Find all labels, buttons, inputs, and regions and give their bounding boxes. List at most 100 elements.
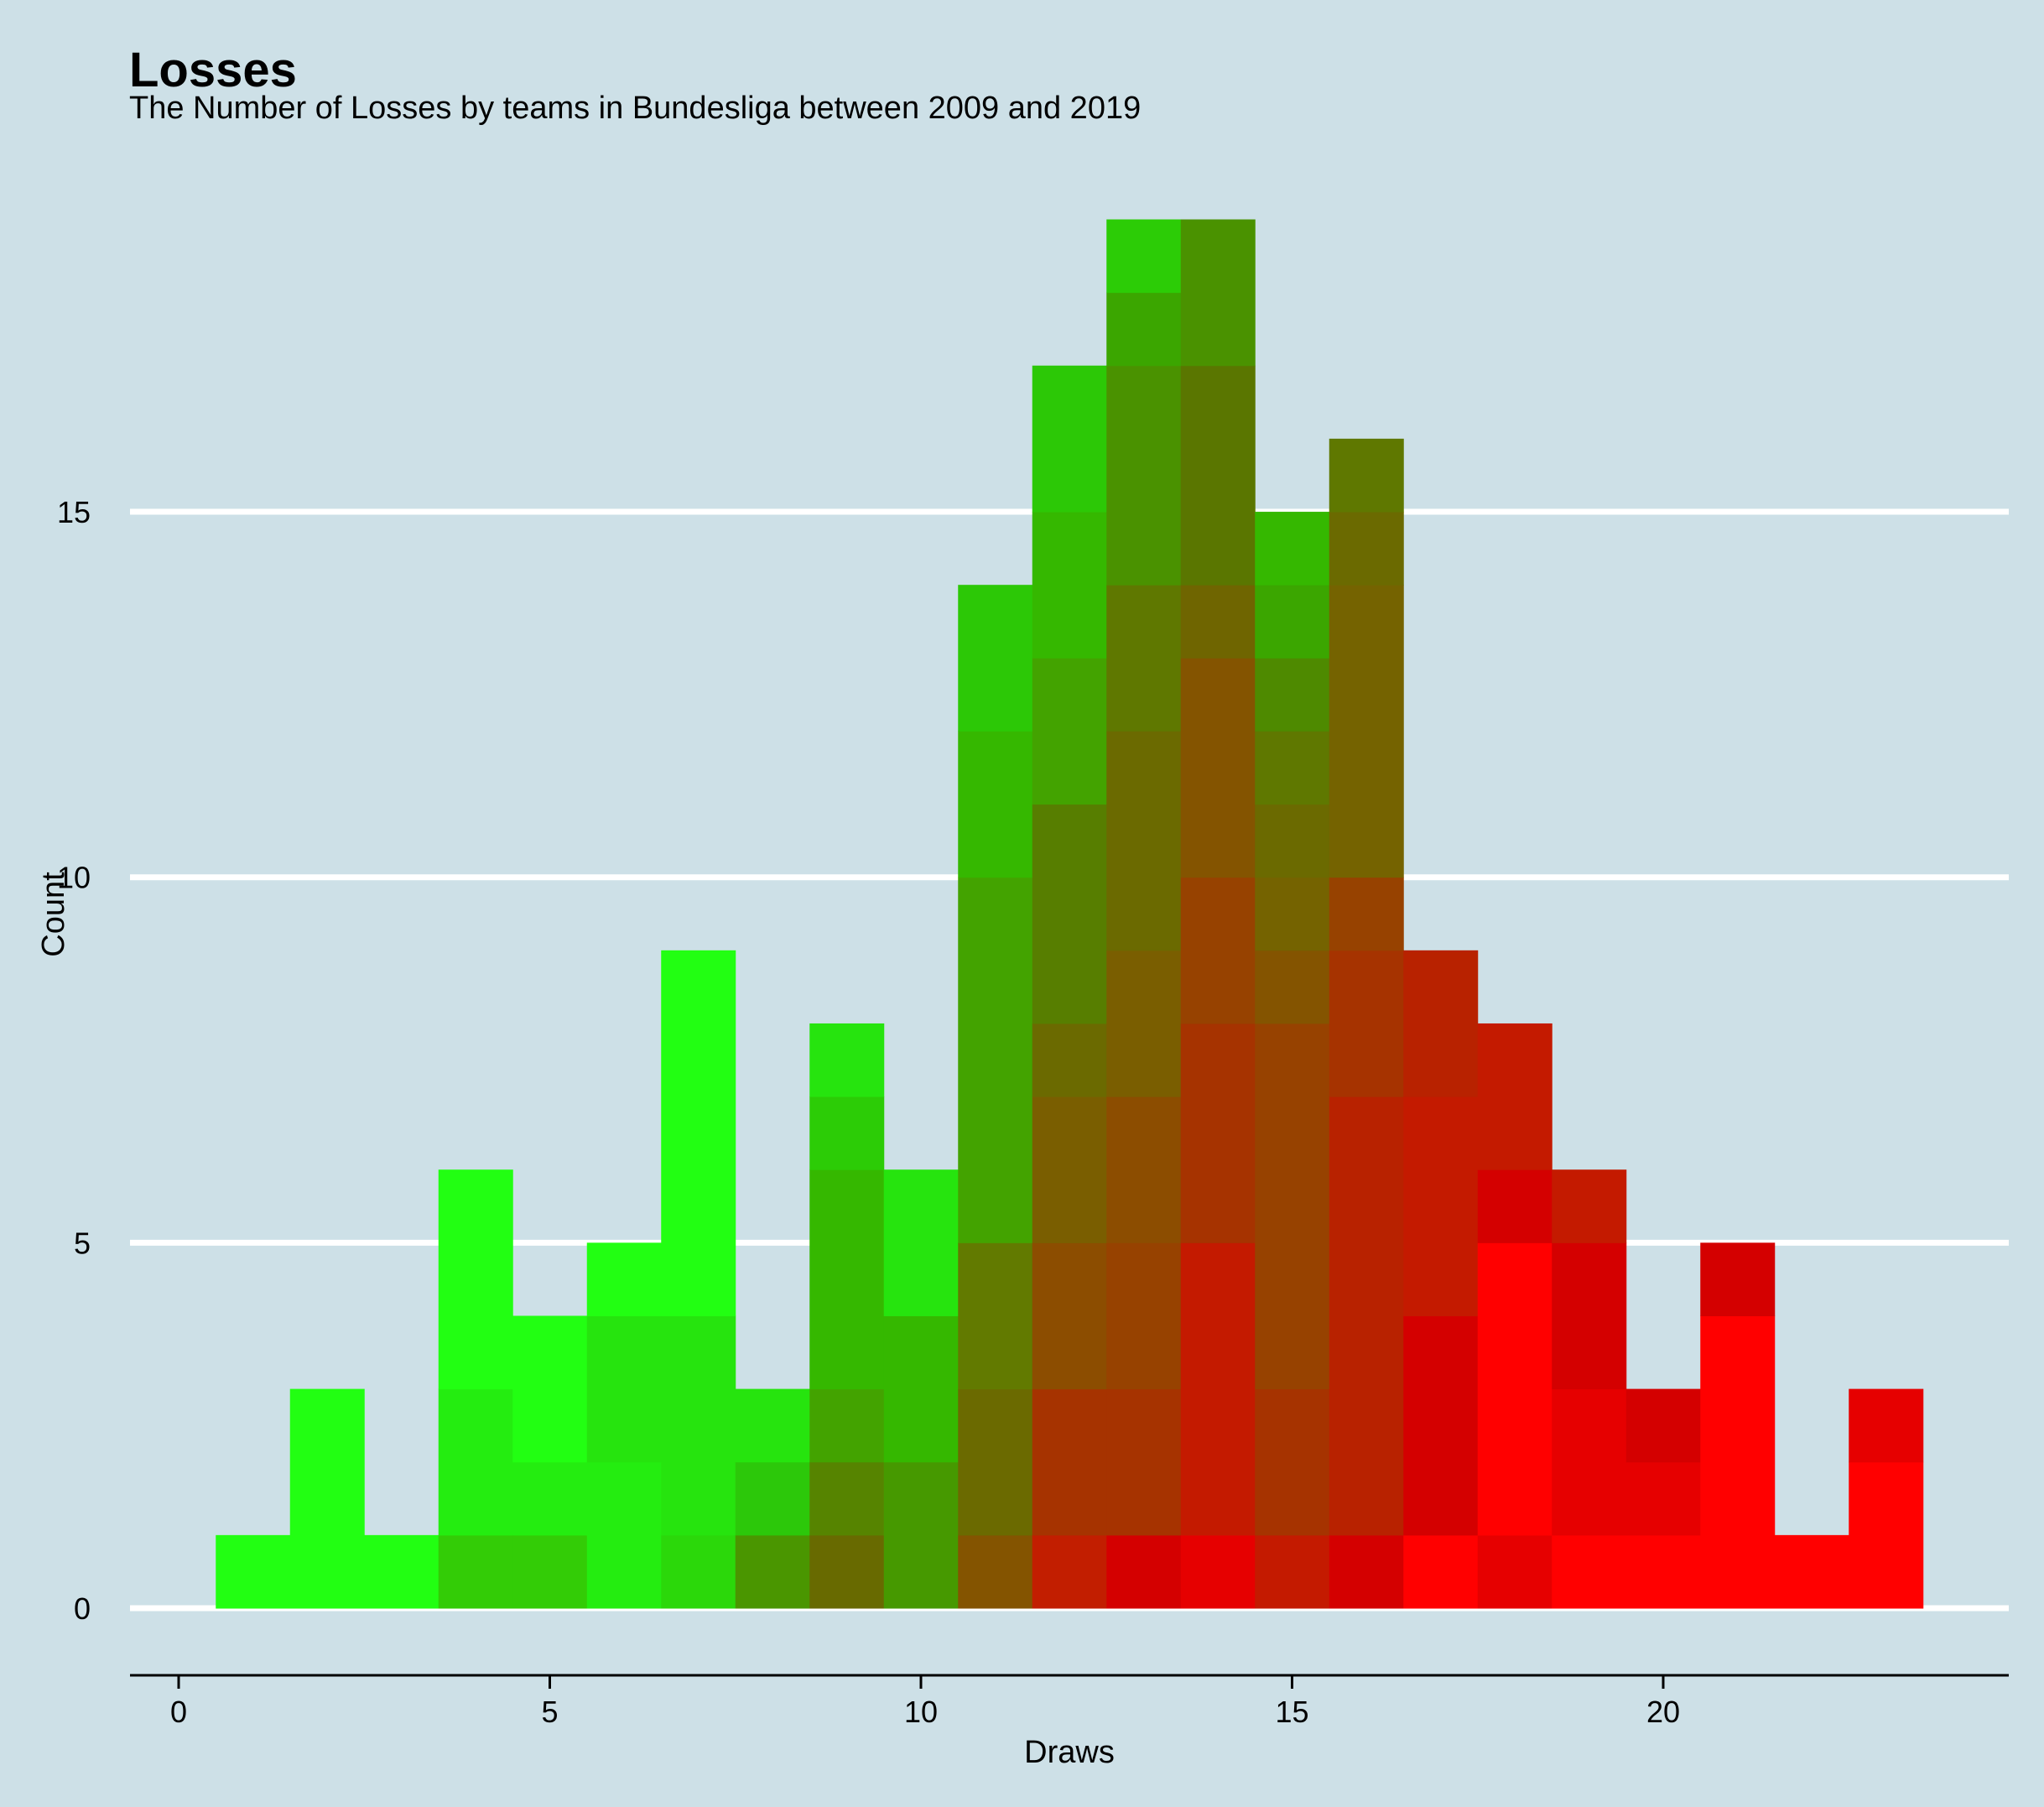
bar-segment-15-9 [1255,512,1330,586]
bar-segment-5-0 [512,1534,588,1609]
bar-segment-5-1 [512,1461,588,1536]
bar-segment-12-3 [1032,1096,1107,1243]
y-axis: 0 5 10 15 [57,495,91,1626]
bar-segment-18-2 [1477,1169,1553,1243]
bar-segment-14-3 [1180,877,1256,1024]
bar-segment-12-1 [1032,1388,1107,1536]
bar-segment-16-0 [1329,1534,1404,1609]
bar-segment-18-3 [1477,1023,1553,1170]
bar-segment-19-3 [1552,1169,1627,1243]
bar-segment-6-1 [586,1315,662,1463]
bar-segment-19-2 [1552,1242,1627,1390]
bar-segment-11-1 [958,1388,1033,1536]
bar-segment-15-0 [1255,1534,1330,1609]
bar-segment-12-6 [1032,658,1107,805]
bar-segment-9-3 [809,1169,885,1390]
bar-segment-14-7 [1180,219,1256,367]
bar-segment-11-5 [958,585,1033,732]
bar-segment-11-0 [958,1534,1033,1609]
bar-segment-8-2 [735,1388,810,1463]
y-axis-title: Count [36,872,71,957]
bar-segment-14-2 [1180,1023,1256,1243]
bar-segment-20-0 [1625,1534,1701,1609]
y-tick-label-15: 15 [57,495,91,529]
bar-segment-16-2 [1329,950,1404,1097]
bar-segment-6-2 [586,1242,662,1316]
bar-segment-7-0 [661,1534,736,1609]
bar-segment-7-2 [661,950,736,1316]
bar-segment-19-0 [1552,1534,1627,1609]
bar-segment-7-1 [661,1315,736,1536]
bar-segment-16-5 [1329,512,1404,586]
bar-segment-8-0 [735,1534,810,1609]
bar-segment-11-4 [958,731,1033,878]
bar-segment-13-1 [1106,1388,1182,1536]
chart-subtitle: The Number of Losses by teams in Bundesl… [129,91,1142,126]
bar-segment-8-1 [735,1461,810,1536]
x-tick-label-5: 5 [541,1695,558,1729]
bar-segment-15-6 [1255,731,1330,805]
bar-segment-14-4 [1180,658,1256,878]
bar-segment-15-1 [1255,1388,1330,1536]
bar-segment-12-0 [1032,1534,1107,1609]
bar-segment-13-8 [1106,292,1182,367]
bar-segment-16-4 [1329,585,1404,878]
bar-segment-10-1 [883,1315,959,1463]
bar-segment-16-6 [1329,438,1404,513]
bar-segment-12-2 [1032,1242,1107,1390]
bar-segment-13-4 [1106,950,1182,1097]
histogram-bars [216,219,1924,1609]
bar-segment-12-7 [1032,512,1107,659]
bar-segment-13-9 [1106,219,1182,294]
bar-segment-1-0 [216,1534,291,1609]
bar-segment-11-2 [958,1242,1033,1390]
bar-segment-4-0 [438,1534,513,1609]
bar-segment-21-1 [1700,1242,1776,1316]
bar-segment-14-0 [1180,1534,1256,1609]
bar-segment-18-0 [1477,1534,1553,1609]
bar-segment-13-6 [1106,585,1182,732]
bar-segment-15-7 [1255,658,1330,732]
bar-segment-23-0 [1849,1461,1924,1609]
x-tick-label-0: 0 [170,1695,187,1729]
bar-segment-9-2 [809,1388,885,1463]
bar-segment-5-2 [512,1315,588,1463]
bar-segment-15-3 [1255,950,1330,1024]
bar-segment-14-5 [1180,585,1256,659]
bar-segment-22-0 [1774,1534,1849,1609]
bar-segment-9-5 [809,1023,885,1097]
bar-segment-4-1 [438,1388,513,1536]
x-tick-label-10: 10 [904,1695,938,1729]
bar-segment-17-2 [1403,1096,1479,1316]
bar-segment-6-0 [586,1461,662,1609]
bar-segment-10-0 [883,1461,959,1609]
bar-segment-14-6 [1180,365,1256,586]
bar-segment-17-1 [1403,1315,1479,1536]
bar-segment-16-1 [1329,1096,1404,1536]
bar-segment-14-1 [1180,1242,1256,1536]
y-tick-label-10: 10 [57,861,91,895]
bar-segment-13-3 [1106,1096,1182,1243]
bar-segment-9-1 [809,1461,885,1536]
bar-segment-15-2 [1255,1023,1330,1390]
bar-segment-12-4 [1032,1023,1107,1097]
bar-segment-3-0 [364,1534,439,1609]
y-tick-label-5: 5 [74,1226,91,1260]
bar-segment-18-1 [1477,1242,1553,1536]
bar-segment-20-1 [1625,1461,1701,1536]
bar-segment-9-4 [809,1096,885,1170]
bar-segment-12-5 [1032,804,1107,1024]
bar-segment-13-0 [1106,1534,1182,1609]
x-axis-title: Draws [1024,1735,1115,1770]
bar-segment-16-3 [1329,877,1404,951]
bar-segment-19-1 [1552,1388,1627,1536]
bar-segment-15-5 [1255,804,1330,878]
bar-segment-15-8 [1255,585,1330,659]
bar-segment-23-1 [1849,1388,1924,1463]
bar-segment-12-8 [1032,365,1107,513]
x-tick-label-15: 15 [1275,1695,1308,1729]
bar-segment-17-3 [1403,950,1479,1097]
bar-segment-13-7 [1106,365,1182,586]
bar-segment-13-5 [1106,731,1182,951]
